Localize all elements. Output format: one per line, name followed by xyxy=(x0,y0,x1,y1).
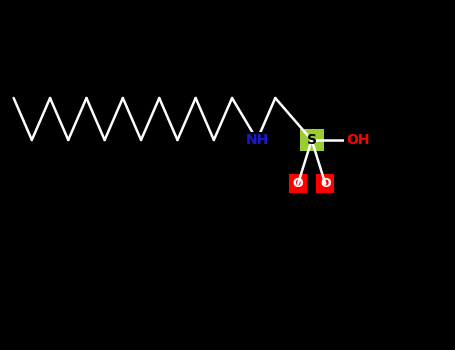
FancyBboxPatch shape xyxy=(289,174,307,194)
FancyBboxPatch shape xyxy=(316,174,334,194)
Text: O: O xyxy=(320,177,331,190)
Text: S: S xyxy=(307,133,317,147)
Text: OH: OH xyxy=(346,133,369,147)
Text: NH: NH xyxy=(245,133,269,147)
FancyBboxPatch shape xyxy=(300,128,324,151)
Text: O: O xyxy=(293,177,303,190)
